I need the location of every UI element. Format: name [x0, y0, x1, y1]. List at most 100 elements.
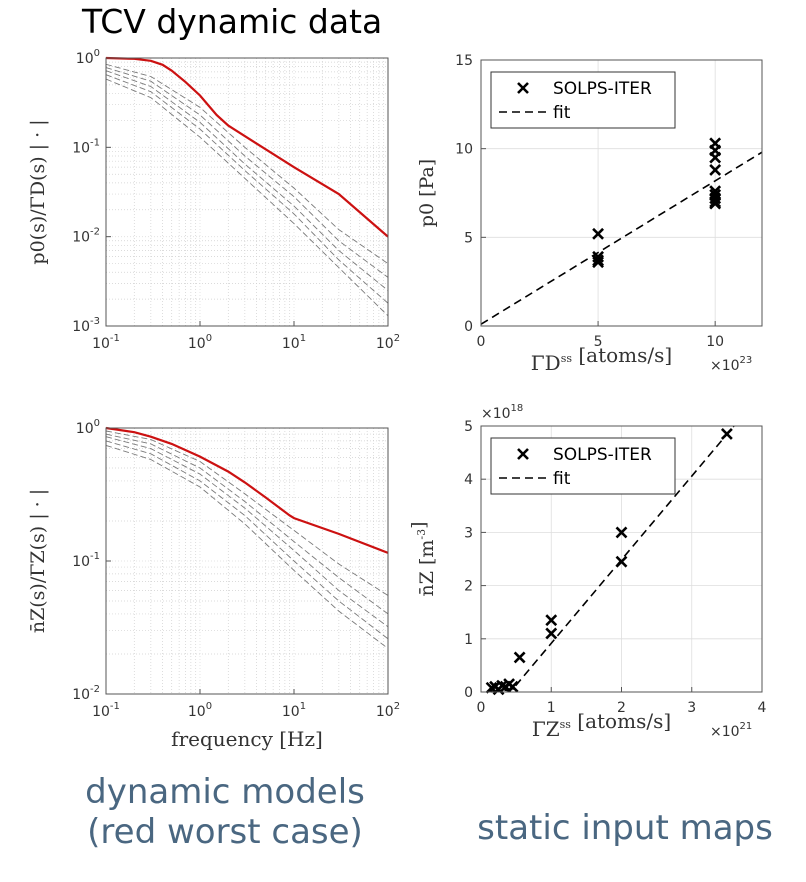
label-part: -3 [415, 529, 428, 540]
y-tick-label: 10-2 [72, 227, 100, 246]
data-point [592, 227, 605, 240]
y-tick-label: 10-2 [72, 684, 100, 703]
data-point [592, 256, 605, 269]
worst-case-line [105, 426, 389, 554]
multiplier-exponent: 21 [740, 721, 753, 732]
point-stroke [615, 526, 628, 539]
y-multiplier: ×1018 [481, 403, 523, 422]
tick-exponent: 0 [206, 333, 212, 344]
tick-base: 10 [72, 554, 90, 570]
model-line [105, 70, 389, 291]
tick-base: 10 [376, 336, 394, 352]
x-tick-label: 10 [706, 334, 724, 350]
y-axis-label: p0(s)/ΓD(s) | · | [27, 119, 49, 264]
tick-exponent: 1 [300, 333, 306, 344]
x-axis-label: frequency [Hz] [171, 727, 323, 751]
legend-box [490, 71, 676, 129]
tick-base: 10 [376, 704, 394, 720]
model-line [105, 433, 389, 615]
y-tick-label: 5 [464, 419, 473, 435]
label-part: frequency [Hz] [171, 727, 323, 751]
tick-base: 10 [72, 319, 90, 335]
grid [105, 57, 389, 327]
legend-marker [517, 448, 529, 460]
tick-exponent: 1 [300, 701, 306, 712]
x-tick-label: 102 [376, 701, 400, 720]
multiplier-base: ×10 [710, 358, 740, 374]
tick-base: 10 [76, 51, 94, 67]
x-tick-label: 0 [477, 334, 486, 350]
tick-exponent: 0 [206, 701, 212, 712]
point-stroke [592, 256, 605, 269]
y-tick-label: 100 [76, 48, 100, 67]
model-line [105, 440, 389, 640]
y-tick-label: 10 [455, 142, 473, 158]
point-stroke [506, 680, 519, 693]
point-stroke [615, 555, 628, 568]
legend-entry-fit: fit [553, 103, 571, 123]
y-tick-label: 10-1 [72, 137, 100, 156]
point-stroke [709, 197, 722, 210]
point-stroke [720, 428, 733, 440]
model-line [105, 436, 389, 628]
y-tick-label: 3 [464, 525, 473, 541]
worst-case-line [105, 56, 389, 238]
tick-base: 10 [188, 336, 206, 352]
tick-base: 10 [188, 704, 206, 720]
tick-exponent: 0 [94, 418, 100, 429]
plot-frame [105, 57, 389, 327]
x-tick-label: 1 [547, 700, 556, 716]
tick-exponent: -1 [90, 137, 100, 148]
legend-marker [517, 82, 529, 94]
y-tick-label: 15 [455, 53, 473, 69]
y-tick-label: 100 [76, 418, 100, 437]
legend-box [490, 437, 676, 495]
point-stroke [709, 164, 722, 176]
y-tick-label: 5 [464, 230, 473, 246]
x-multiplier: ×1023 [710, 355, 752, 374]
label-part: [atoms/s] [572, 343, 672, 367]
point-stroke [592, 227, 605, 240]
point-stroke [709, 151, 722, 164]
grid [105, 427, 389, 695]
legend-entry-points: SOLPS-ITER [553, 445, 652, 465]
page-title: TCV dynamic data [82, 2, 383, 41]
chart-p0-transfer: 10-1 100 101 10210-310-210-1100p0(s)/ΓD(s) … [27, 48, 400, 352]
x-tick-label: 102 [376, 333, 400, 352]
caption-dynamic-models: dynamic models (red worst case) [60, 772, 390, 852]
x-tick-label: 3 [687, 700, 696, 716]
data-point [709, 164, 722, 176]
point-stroke [545, 614, 558, 627]
model-line [105, 63, 389, 264]
multiplier-base: ×10 [710, 724, 740, 740]
y-tick-label: 10-3 [72, 316, 100, 335]
y-tick-label: 4 [464, 472, 473, 488]
data-point [506, 680, 519, 693]
caption-dynamic-line1: dynamic models [85, 772, 365, 812]
x-tick-label: 101 [282, 701, 306, 720]
data-point [545, 627, 558, 640]
legend-entry-points: SOLPS-ITER [553, 79, 652, 99]
legend: SOLPS-ITER fit [490, 71, 676, 129]
multiplier-exponent: 23 [740, 355, 753, 366]
tick-exponent: -1 [90, 551, 100, 562]
point-stroke [496, 679, 508, 692]
label-part: n̄Z [m [416, 540, 438, 597]
y-axis-label: p0 [Pa] [416, 159, 438, 227]
x-axis-label: ΓDss [atoms/s] [531, 343, 672, 375]
tick-base: 10 [72, 687, 90, 703]
tick-base: 10 [72, 140, 90, 156]
label-part: p0(s)/ΓD(s) | · | [27, 119, 49, 264]
tick-exponent: -2 [90, 227, 100, 238]
x-tick-label: 4 [758, 700, 767, 716]
x-tick-label: 10-1 [92, 701, 120, 720]
label-part: p0 [Pa] [416, 159, 438, 227]
y-axis-label: n̄Z(s)/ΓZ(s) | · | [27, 489, 49, 633]
tick-base: 10 [92, 336, 110, 352]
legend-entry-fit: fit [553, 469, 571, 489]
tick-base: 10 [76, 421, 94, 437]
label-part: ] [408, 521, 430, 528]
y-tick-label: 2 [464, 579, 473, 595]
x-tick-label: 2 [617, 700, 626, 716]
tick-base: 10 [282, 704, 300, 720]
